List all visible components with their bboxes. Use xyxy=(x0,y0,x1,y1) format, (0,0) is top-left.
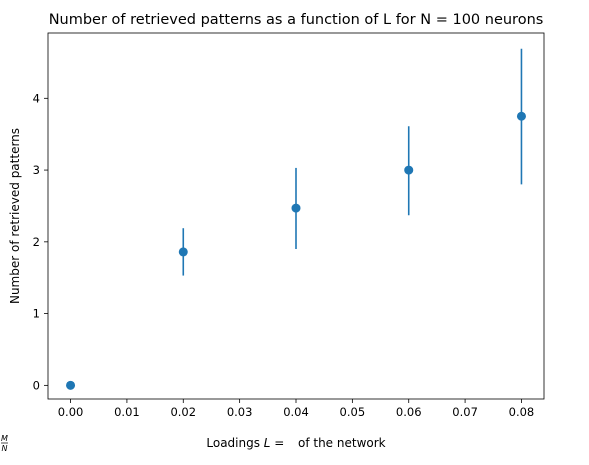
x-tick-label: 0.07 xyxy=(452,405,478,419)
y-tick-label: 4 xyxy=(33,91,40,105)
y-axis: 0 1 2 3 4 xyxy=(33,91,48,392)
y-tick-label: 0 xyxy=(33,378,40,392)
x-tick-label: 0.06 xyxy=(396,405,422,419)
x-axis-label: Loadings L = of the network xyxy=(206,436,385,450)
x-tick-label: 0.04 xyxy=(283,405,309,419)
chart-title: Number of retrieved patterns as a functi… xyxy=(49,12,544,28)
y-tick-label: 2 xyxy=(33,235,40,249)
x-tick-label: 0.00 xyxy=(58,405,84,419)
x-tick-label: 0.03 xyxy=(227,405,253,419)
data-point xyxy=(404,165,414,175)
x-tick-label: 0.05 xyxy=(340,405,366,419)
x-tick-label: 0.02 xyxy=(170,405,196,419)
y-axis-label: Number of retrieved patterns xyxy=(8,128,22,304)
x-label-fraction-denominator: N xyxy=(2,444,8,453)
x-axis: 0.00 0.01 0.02 0.03 0.04 0.05 0.06 0.07 0.08 xyxy=(58,399,535,419)
data-point xyxy=(291,203,301,213)
data-series xyxy=(66,48,526,390)
y-tick-label: 3 xyxy=(33,163,40,177)
y-tick-label: 1 xyxy=(33,307,40,321)
data-point xyxy=(516,111,526,121)
data-point xyxy=(178,247,188,257)
x-tick-label: 0.08 xyxy=(509,405,535,419)
x-tick-label: 0.01 xyxy=(114,405,140,419)
data-point xyxy=(66,380,76,390)
x-label-fraction-numerator: M xyxy=(1,434,8,443)
